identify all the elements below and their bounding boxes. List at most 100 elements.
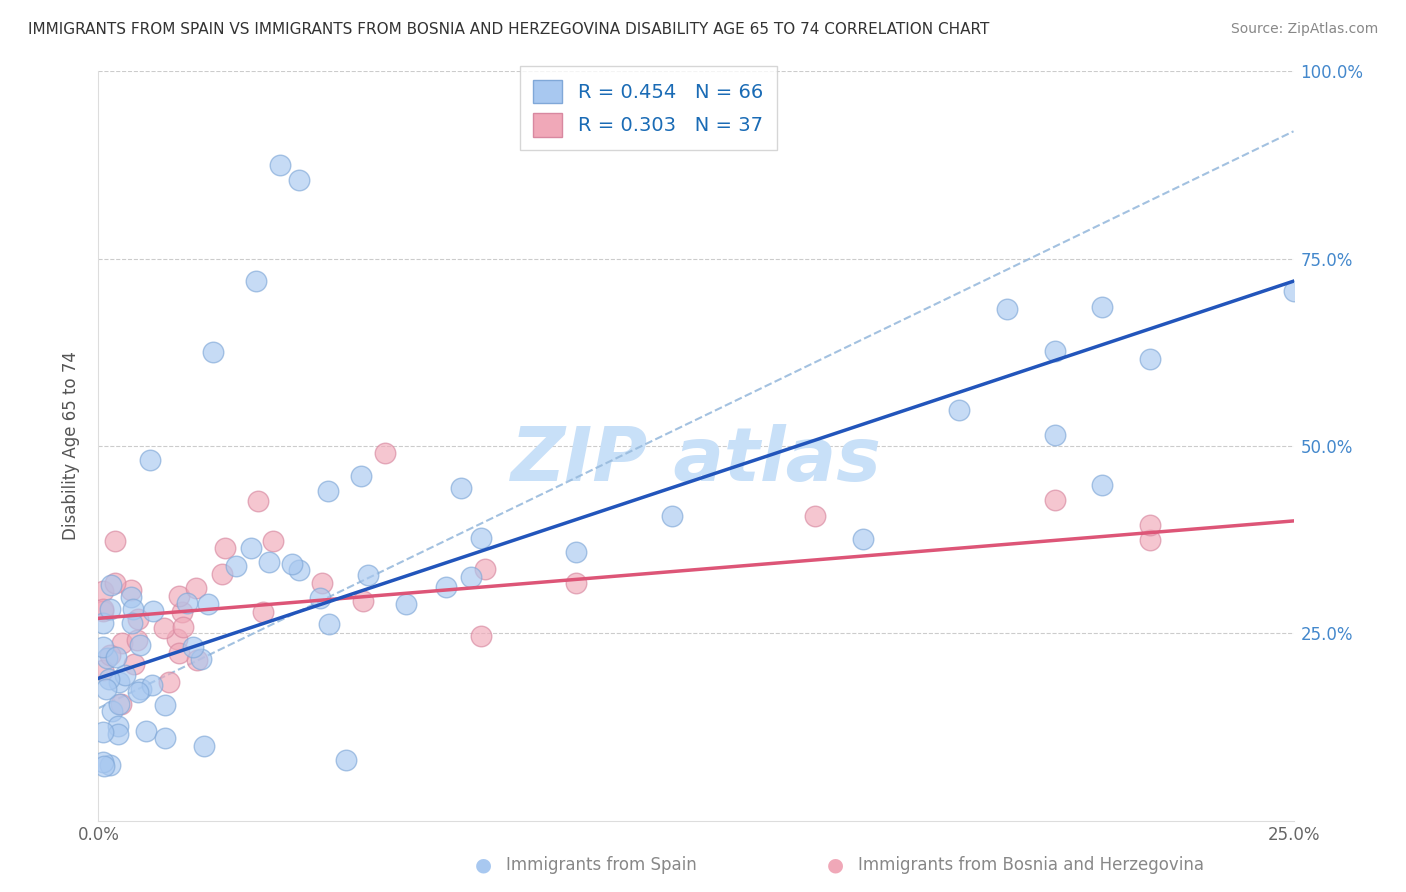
Point — [129, 682, 152, 697]
Point — [1091, 477, 1114, 491]
Point — [197, 597, 219, 611]
Point — [245, 274, 267, 288]
Point — [309, 591, 332, 606]
Point — [470, 531, 492, 545]
Point — [157, 675, 180, 690]
Point — [169, 647, 191, 661]
Point — [374, 446, 396, 460]
Point — [135, 723, 157, 738]
Point — [1043, 492, 1066, 507]
Point — [565, 575, 588, 590]
Point — [246, 493, 269, 508]
Point — [141, 678, 163, 692]
Point — [1282, 284, 1305, 298]
Point — [120, 591, 142, 605]
Point — [170, 605, 193, 619]
Point — [995, 302, 1018, 317]
Point — [172, 620, 194, 634]
Point — [111, 636, 134, 650]
Point — [98, 648, 121, 662]
Point — [122, 657, 145, 671]
Point — [127, 684, 149, 698]
Legend: R = 0.454   N = 66, R = 0.303   N = 37: R = 0.454 N = 66, R = 0.303 N = 37 — [520, 66, 776, 151]
Point — [1139, 517, 1161, 532]
Point — [98, 758, 121, 772]
Point — [91, 755, 114, 769]
Point — [193, 739, 215, 753]
Point — [101, 704, 124, 718]
Point — [318, 617, 340, 632]
Point — [1043, 428, 1066, 442]
Point — [252, 605, 274, 619]
Point — [225, 558, 247, 573]
Point — [167, 590, 190, 604]
Point — [91, 725, 114, 739]
Point — [96, 650, 118, 665]
Point — [122, 602, 145, 616]
Point — [661, 508, 683, 523]
Point — [98, 601, 121, 615]
Point — [474, 562, 496, 576]
Point — [107, 719, 129, 733]
Point — [142, 604, 165, 618]
Point — [1139, 533, 1161, 547]
Point — [288, 563, 311, 577]
Point — [108, 675, 131, 690]
Point — [139, 453, 162, 467]
Point — [288, 173, 311, 187]
Point — [91, 616, 114, 631]
Text: Immigrants from Bosnia and Herzegovina: Immigrants from Bosnia and Herzegovina — [858, 856, 1204, 874]
Point — [107, 727, 129, 741]
Point — [460, 570, 482, 584]
Point — [176, 596, 198, 610]
Point — [153, 698, 176, 712]
Point — [257, 555, 280, 569]
Point — [262, 533, 284, 548]
Text: IMMIGRANTS FROM SPAIN VS IMMIGRANTS FROM BOSNIA AND HERZEGOVINA DISABILITY AGE 6: IMMIGRANTS FROM SPAIN VS IMMIGRANTS FROM… — [28, 22, 990, 37]
Point — [166, 632, 188, 646]
Point — [181, 640, 204, 655]
Point — [128, 638, 150, 652]
Point — [350, 469, 373, 483]
Point — [125, 633, 148, 648]
Text: ●: ● — [475, 855, 492, 875]
Point — [91, 663, 114, 677]
Point — [98, 672, 121, 686]
Point — [450, 482, 472, 496]
Text: Immigrants from Spain: Immigrants from Spain — [506, 856, 697, 874]
Point — [190, 651, 212, 665]
Point — [186, 581, 208, 595]
Point — [127, 612, 149, 626]
Point — [186, 653, 208, 667]
Point — [239, 541, 262, 556]
Point — [269, 158, 291, 172]
Point — [357, 568, 380, 582]
Point — [948, 402, 970, 417]
Point — [114, 667, 136, 681]
Text: ZIP atlas: ZIP atlas — [510, 425, 882, 498]
Point — [91, 583, 114, 598]
Point — [121, 616, 143, 631]
Point — [110, 697, 132, 711]
Point — [155, 731, 177, 746]
Point — [91, 604, 114, 618]
Point — [93, 759, 115, 773]
Point — [120, 582, 142, 597]
Point — [211, 567, 233, 582]
Point — [804, 509, 827, 524]
Point — [281, 557, 304, 571]
Point — [565, 545, 588, 559]
Point — [91, 602, 114, 616]
Point — [394, 597, 416, 611]
Point — [100, 577, 122, 591]
Point — [1139, 351, 1161, 366]
Text: Source: ZipAtlas.com: Source: ZipAtlas.com — [1230, 22, 1378, 37]
Point — [202, 345, 225, 359]
Point — [352, 593, 374, 607]
Point — [153, 621, 176, 635]
Text: ●: ● — [827, 855, 844, 875]
Point — [108, 697, 131, 711]
Point — [104, 650, 127, 665]
Point — [335, 753, 357, 767]
Point — [311, 576, 333, 591]
